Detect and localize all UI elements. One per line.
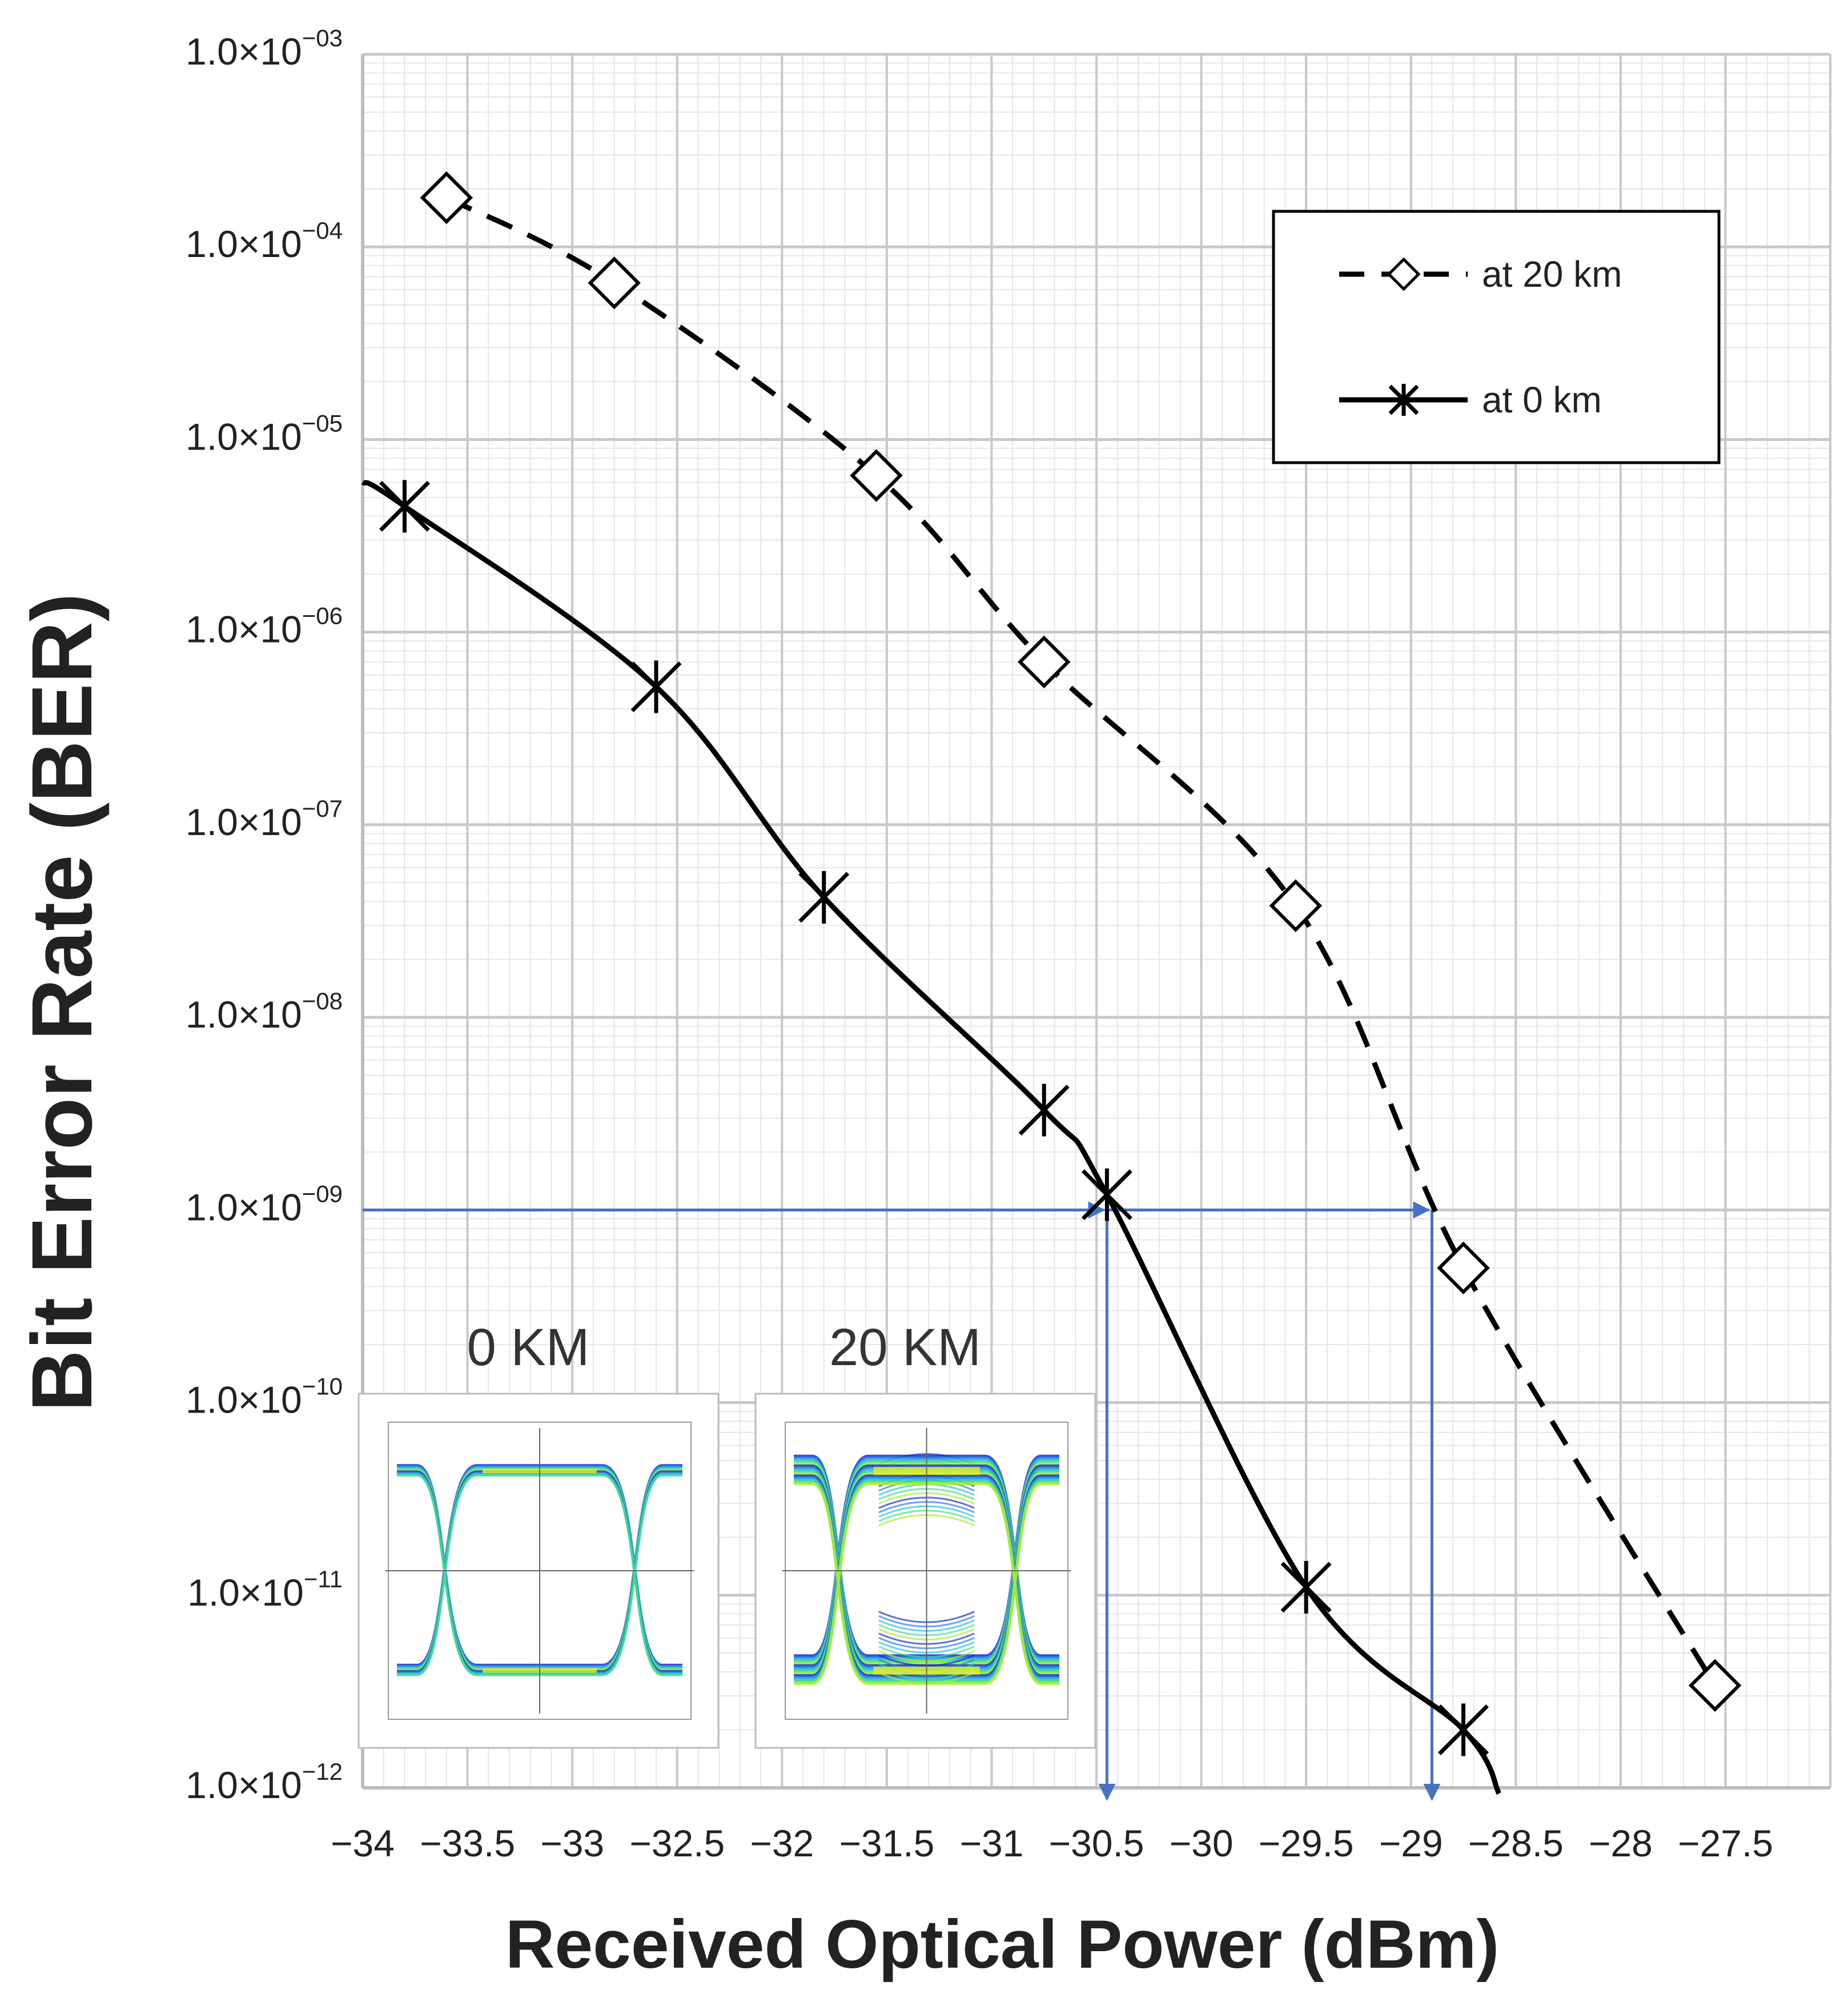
x-tick-label: −29.5 — [1259, 1822, 1354, 1864]
y-tick-label: 1.0×10−03 — [186, 25, 343, 73]
y-tick-label: 1.0×10−08 — [186, 988, 343, 1036]
marker-20km — [1020, 638, 1068, 686]
marker-0km — [800, 871, 848, 924]
y-tick-label: 1.0×10−12 — [186, 1758, 343, 1806]
legend-label-0km: at 0 km — [1482, 379, 1602, 420]
marker-0km — [1020, 1084, 1068, 1136]
marker-20km — [1691, 1662, 1739, 1710]
inset-label-1: 20 KM — [829, 1318, 981, 1377]
y-axis-title: Bit Error Rate (BER) — [14, 593, 110, 1412]
x-tick-label: −32.5 — [629, 1822, 725, 1864]
x-tick-label: −29 — [1379, 1822, 1443, 1864]
legend: at 20 km at 0 km — [1273, 211, 1719, 463]
x-tick-label: −30 — [1170, 1822, 1234, 1864]
x-tick-label: −31 — [959, 1822, 1023, 1864]
eye-diagram-insets: 0 KM 20 KM — [359, 1318, 1095, 1748]
x-axis-title: Received Optical Power (dBm) — [505, 1906, 1499, 1983]
inset-label-0: 0 KM — [467, 1318, 590, 1377]
y-tick-label: 1.0×10−05 — [186, 410, 343, 458]
x-tick-label: −30.5 — [1049, 1822, 1144, 1864]
x-tick-labels: −34 −33.5 −33 −32.5 −32 −31.5 −31 −30.5 −30 −29.5… — [331, 1822, 1773, 1864]
x-tick-label: −28 — [1589, 1822, 1653, 1864]
y-tick-label: 1.0×10−07 — [186, 795, 343, 843]
y-tick-label: 1.0×10−11 — [187, 1566, 343, 1614]
marker-20km — [590, 259, 638, 307]
legend-label-20km: at 20 km — [1482, 254, 1622, 295]
x-tick-label: −28.5 — [1468, 1822, 1564, 1864]
x-tick-label: −31.5 — [839, 1822, 934, 1864]
x-tick-label: −33 — [540, 1822, 604, 1864]
y-tick-label: 1.0×10−09 — [186, 1180, 343, 1228]
marker-20km — [423, 174, 471, 222]
y-tick-label: 1.0×10−04 — [186, 217, 343, 265]
x-tick-label: −32 — [750, 1822, 814, 1864]
marker-20km — [1272, 882, 1320, 930]
x-tick-label: −33.5 — [420, 1822, 515, 1864]
marker-0km — [1083, 1169, 1131, 1221]
marker-0km — [632, 660, 680, 713]
marker-0km — [380, 480, 428, 532]
x-tick-label: −34 — [331, 1822, 395, 1864]
y-tick-label: 1.0×10−10 — [186, 1373, 343, 1421]
y-tick-label: 1.0×10−06 — [186, 603, 343, 651]
x-tick-label: −27.5 — [1678, 1822, 1773, 1864]
y-tick-labels: 1.0×10−03 1.0×10−04 1.0×10−05 1.0×10−06 1.0×… — [186, 25, 343, 1806]
marker-20km — [1440, 1244, 1488, 1292]
marker-0km — [1282, 1561, 1330, 1614]
legend-box — [1273, 211, 1719, 463]
